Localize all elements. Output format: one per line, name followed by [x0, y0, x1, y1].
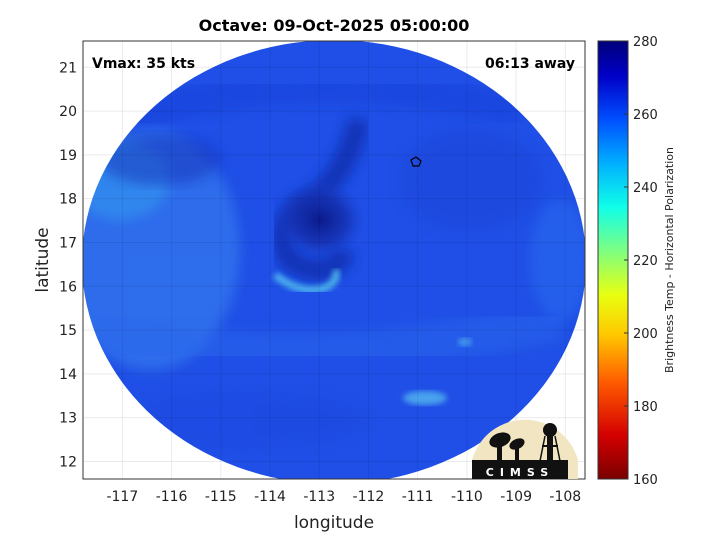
x-tick-label: -117 [106, 489, 138, 505]
colorbar-tick-label: 200 [633, 327, 658, 342]
water-tower-icon [539, 423, 561, 462]
dish-icon [489, 432, 525, 461]
colorbar-tick-label: 280 [633, 35, 658, 50]
x-tick-label: -111 [402, 489, 434, 505]
colorbar-tick-label: 160 [633, 473, 658, 488]
x-tick-label: -113 [303, 489, 335, 505]
vmax-label: Vmax: 35 kts [92, 56, 195, 72]
colorbar-tick-label: 240 [633, 181, 658, 196]
x-tick-label: -109 [500, 489, 532, 505]
x-tick-label: -116 [156, 489, 188, 505]
axes-frame [82, 40, 586, 480]
colorbar-tick-label: 220 [633, 254, 658, 269]
x-tick-label: -110 [451, 489, 483, 505]
y-tick-label: 21 [59, 60, 77, 76]
plot-title: Octave: 09-Oct-2025 05:00:00 [199, 16, 470, 35]
logo-text: CIMSS [486, 466, 554, 479]
y-tick-label: 20 [59, 104, 77, 120]
y-tick-label: 14 [59, 367, 77, 383]
x-tick-labels: -117 -116 -115 -114 -113 -112 -111 -110 -109 -108 [106, 489, 581, 505]
colorbar-label: Brightness Temp - Horizontal Polarizatio… [663, 147, 676, 373]
island-outline [410, 156, 422, 167]
y-axis-label: latitude [33, 227, 53, 292]
y-tick-label: 13 [59, 411, 77, 427]
colorbar-tick-label: 260 [633, 108, 658, 123]
y-tick-label: 17 [59, 235, 77, 251]
time-away-label: 06:13 away [485, 56, 575, 72]
x-tick-label: -108 [549, 489, 581, 505]
y-tick-label: 16 [59, 279, 77, 295]
colorbar-tick-labels: 280 260 240 220 200 180 160 [624, 35, 658, 488]
x-axis-label: longitude [294, 513, 374, 533]
x-tick-label: -115 [205, 489, 237, 505]
y-tick-label: 19 [59, 148, 77, 164]
x-tick-label: -112 [353, 489, 385, 505]
colorbar-tick-label: 180 [633, 400, 658, 415]
y-tick-label: 18 [59, 192, 77, 208]
colorbar: 280 260 240 220 200 180 160 Brightness Temp - … [597, 35, 676, 488]
microwave-swath-image [83, 41, 585, 479]
cimss-logo: CIMSS [472, 419, 578, 479]
colorbar-gradient [597, 40, 629, 480]
grid-lines [83, 41, 585, 479]
x-tick-label: -114 [254, 489, 286, 505]
y-tick-label: 12 [59, 454, 77, 470]
y-tick-labels: 21 20 19 18 17 16 15 14 13 12 [59, 60, 77, 470]
y-tick-label: 15 [59, 323, 77, 339]
